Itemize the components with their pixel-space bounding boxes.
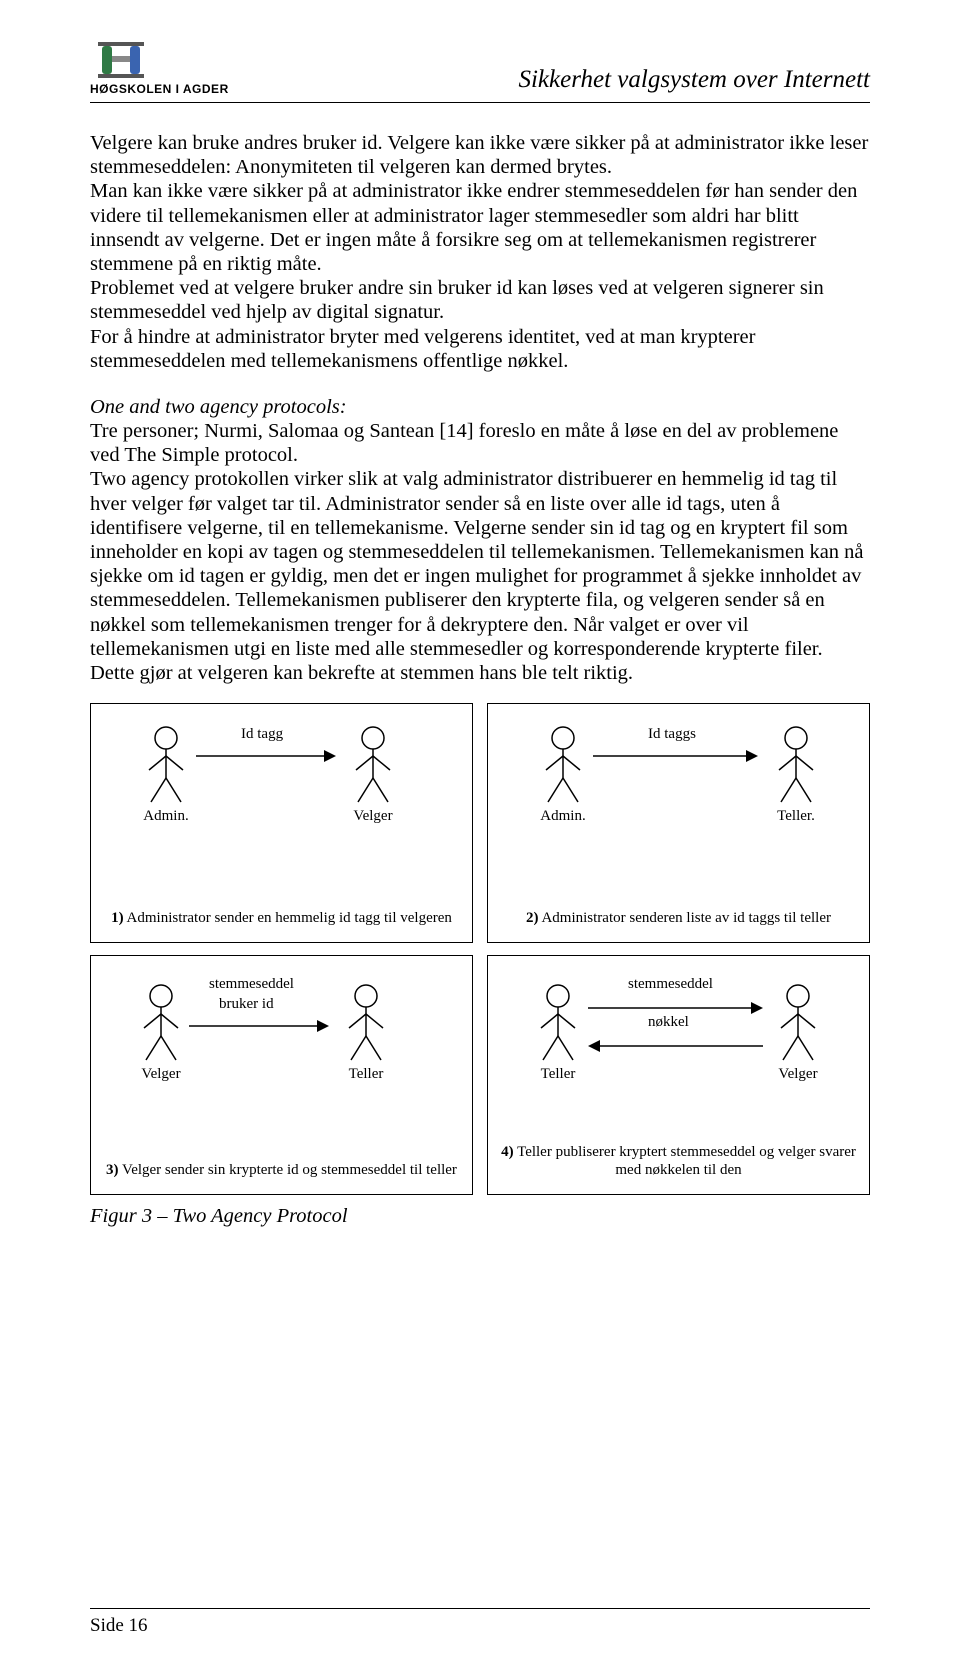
arrow-label: stemmeseddel [209, 976, 294, 993]
stick-label: Velger [131, 1066, 191, 1083]
stick-label: Velger [768, 1066, 828, 1083]
body-text: Velgere kan bruke andres bruker id. Velg… [90, 131, 870, 685]
stick-figure-velger: Velger [131, 984, 191, 1083]
arrow-right-icon [189, 1014, 329, 1038]
logo-block: HØGSKOLEN I AGDER [90, 40, 229, 96]
page-header: HØGSKOLEN I AGDER Sikkerhet valgsystem o… [90, 40, 870, 103]
paragraph: Velgere kan bruke andres bruker id. Velg… [90, 131, 870, 179]
document-title: Sikkerhet valgsystem over Internett [518, 66, 870, 96]
arrow-label: bruker id [219, 996, 274, 1013]
arrow-label: Id taggs [648, 726, 696, 743]
arrow-left-icon [588, 1034, 763, 1058]
page-footer: Side 16 [90, 1608, 870, 1637]
paragraph: Tre personer; Nurmi, Salomaa og Santean … [90, 419, 870, 467]
panel-caption: 1) Administrator sender en hemmelig id t… [91, 909, 472, 928]
college-logo-icon [98, 40, 144, 80]
arrow-right-icon [593, 744, 758, 768]
diagram-panel-4: Teller Velger stemmeseddel nøkkel 4) Tel… [487, 955, 870, 1195]
paragraph: For å hindre at administrator bryter med… [90, 325, 870, 373]
stick-label: Teller [336, 1066, 396, 1083]
diagram-grid: Admin. Velger Id tagg 1) Administrator s… [90, 703, 870, 1195]
panel-caption: 4) Teller publiserer kryptert stemmesedd… [488, 1143, 869, 1181]
panel-caption: 3) Velger sender sin krypterte id og ste… [91, 1161, 472, 1180]
paragraph: Problemet ved at velgere bruker andre si… [90, 276, 870, 324]
diagram-panel-1: Admin. Velger Id tagg 1) Administrator s… [90, 703, 473, 943]
stick-label: Teller. [766, 808, 826, 825]
panel-caption: 2) Administrator senderen liste av id ta… [488, 909, 869, 928]
stick-label: Admin. [136, 808, 196, 825]
logo-text: HØGSKOLEN I AGDER [90, 82, 229, 96]
stick-figure-velger: Velger [343, 726, 403, 825]
page-number: Side 16 [90, 1615, 148, 1636]
stick-figure-admin: Admin. [136, 726, 196, 825]
paragraph: Two agency protokollen virker slik at va… [90, 467, 870, 685]
stick-figure-teller: Teller. [766, 726, 826, 825]
stick-label: Teller [528, 1066, 588, 1083]
paragraph: Man kan ikke være sikker på at administr… [90, 179, 870, 276]
stick-label: Admin. [533, 808, 593, 825]
arrow-label: nøkkel [648, 1014, 689, 1031]
diagram-panel-3: Velger Teller stemmeseddel bruker id 3) … [90, 955, 473, 1195]
stick-figure-velger: Velger [768, 984, 828, 1083]
stick-figure-teller: Teller [336, 984, 396, 1083]
arrow-label: Id tagg [241, 726, 283, 743]
arrow-right-icon [196, 744, 336, 768]
diagram-panel-2: Admin. Teller. Id taggs 2) Administrator… [487, 703, 870, 943]
figure-caption: Figur 3 – Two Agency Protocol [90, 1205, 870, 1228]
arrow-label: stemmeseddel [628, 976, 713, 993]
stick-figure-admin: Admin. [533, 726, 593, 825]
stick-label: Velger [343, 808, 403, 825]
stick-figure-teller: Teller [528, 984, 588, 1083]
section-heading: One and two agency protocols: [90, 395, 870, 419]
